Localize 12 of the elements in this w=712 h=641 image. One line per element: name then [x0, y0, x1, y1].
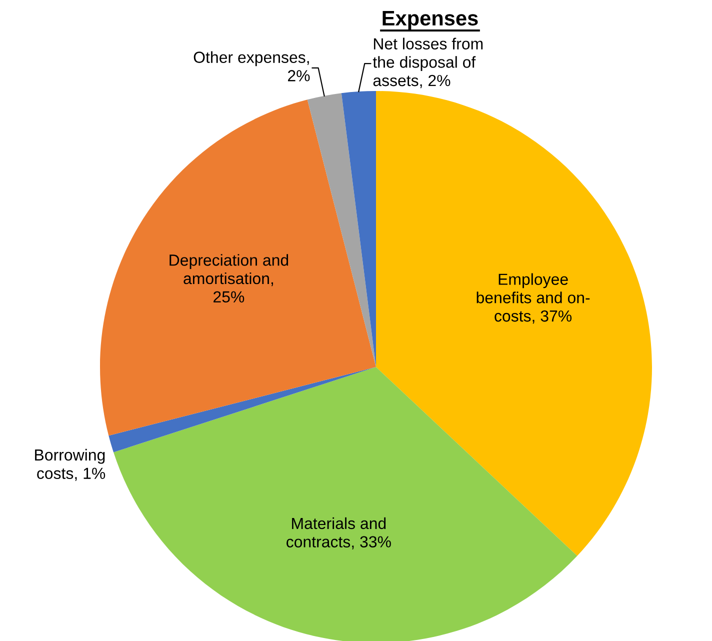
slice-label: Other expenses, 2%: [194, 51, 310, 82]
slice-label: Depreciation and amortisation, 25%: [170, 254, 288, 303]
slice-label: Net losses from the disposal of assets, 2%: [372, 38, 483, 88]
slice-label: Borrowing costs, 1%: [35, 448, 106, 481]
pie-slice: [341, 91, 376, 367]
pie-slice: [100, 100, 376, 436]
pie-slice: [307, 93, 376, 367]
slice-label: Employee benefits and on- costs, 37%: [476, 273, 590, 324]
slice-label: Materials and contracts, 33%: [286, 517, 391, 550]
chart-title: Expenses: [382, 11, 478, 30]
pie-slice: [108, 367, 376, 452]
pie-slice: [114, 367, 578, 641]
